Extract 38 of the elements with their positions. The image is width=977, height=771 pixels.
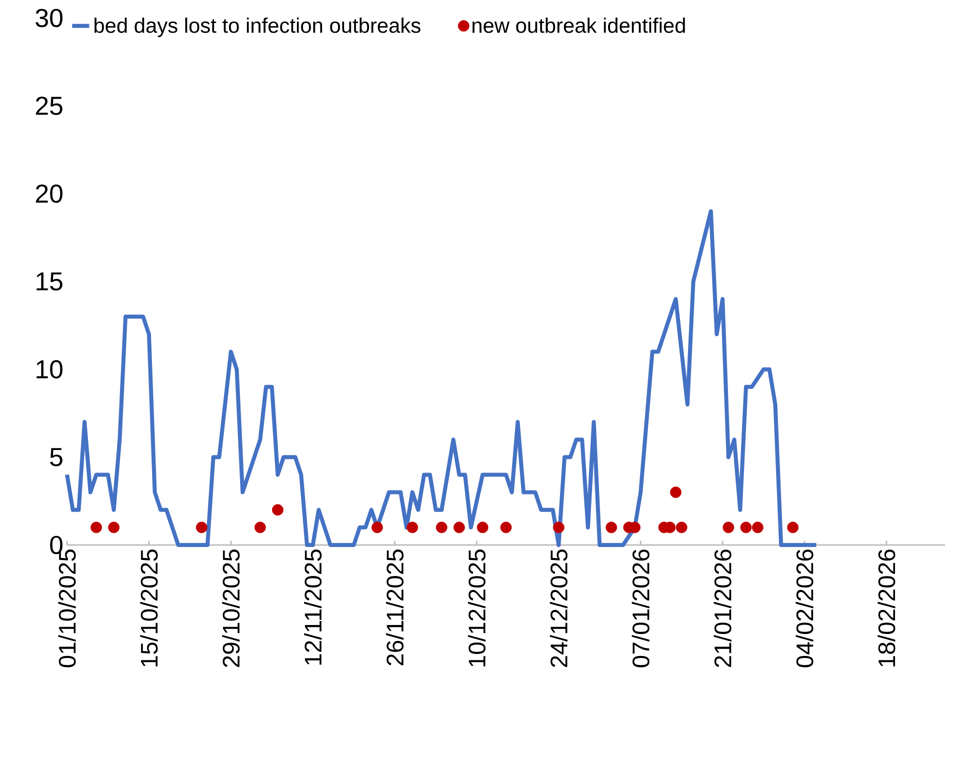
point	[196, 522, 208, 534]
legend-label: bed days lost to infection outbreaks	[94, 18, 420, 38]
x-tick-label: 10/12/2025	[468, 550, 486, 666]
x-tick-label: 29/10/2025	[222, 550, 240, 667]
legend-label: new outbreak identified	[472, 18, 685, 33]
y-tick-label: 30	[36, 8, 62, 28]
x-tick-label: 07/01/2026	[632, 550, 650, 668]
x-tick-label: 04/02/2026	[796, 550, 814, 668]
x-tick-label: 12/11/2025	[304, 550, 322, 665]
point	[606, 522, 618, 534]
y-tick-label: 5	[50, 448, 62, 466]
point	[552, 522, 564, 534]
point	[406, 522, 418, 534]
point	[752, 522, 764, 534]
point	[453, 522, 465, 534]
x-tick-label: 26/11/2025	[386, 550, 404, 666]
x-tick-label: 24/12/2025	[550, 550, 568, 667]
y-tick-label: 20	[36, 184, 62, 203]
point	[272, 504, 284, 516]
y-tick-label: 25	[36, 96, 62, 115]
point	[722, 522, 734, 534]
y-tick-label: 10	[36, 360, 62, 378]
point	[787, 522, 799, 534]
point	[500, 522, 512, 534]
x-tick-label: 21/01/2026	[714, 550, 732, 667]
point	[740, 522, 752, 534]
point	[676, 522, 688, 534]
point	[90, 522, 102, 534]
point	[108, 522, 120, 534]
line-series	[65, 209, 818, 547]
x-tick-label: 15/10/2025	[140, 550, 158, 666]
y-tick-label: 15	[36, 272, 62, 291]
x-tick-label: 18/02/2026	[878, 550, 896, 666]
point	[670, 486, 682, 498]
point	[436, 522, 448, 534]
point	[476, 522, 488, 534]
point	[254, 522, 266, 534]
point	[372, 522, 383, 534]
